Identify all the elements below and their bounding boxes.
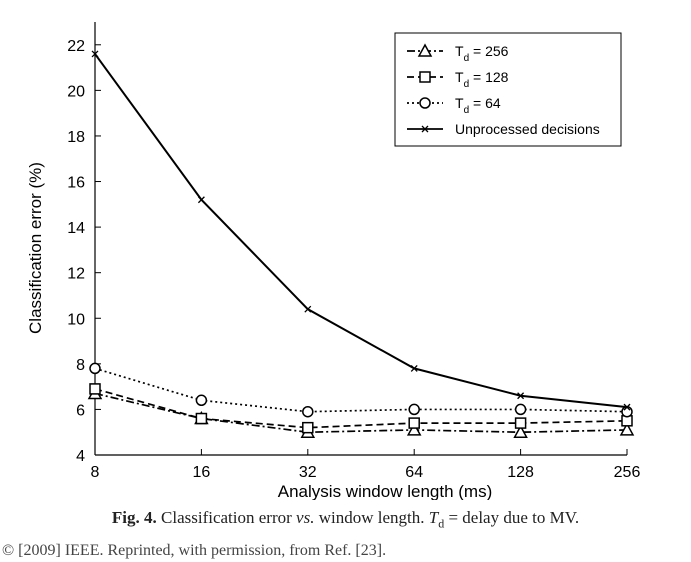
chart: 4 6 8 10 12 14 16 18 20 22 8 16 32 64 128 256 Analysis…: [26, 22, 641, 500]
data-point: [197, 196, 205, 204]
caption-t-sub: d: [438, 516, 445, 531]
series-x: [91, 50, 631, 411]
data-point: [513, 424, 528, 438]
x-tick-label: 64: [405, 464, 423, 481]
legend-box: [394, 32, 622, 147]
data-point: [514, 417, 527, 429]
x-axis: 8 16 32 64 128 256: [91, 449, 641, 481]
data-point: [621, 405, 633, 418]
x-tick-label: 32: [299, 464, 317, 481]
figure-caption: Fig. 4. Classification error vs. window …: [0, 508, 691, 531]
y-tick-label: 14: [67, 220, 85, 237]
legend-marker: [419, 97, 431, 109]
legend-label-sub: d: [464, 53, 470, 64]
data-point: [304, 305, 312, 313]
data-point: [619, 422, 635, 436]
legend-label: Unprocessed decisions: [455, 121, 600, 137]
caption-t: T: [428, 508, 439, 527]
data-point: [91, 50, 99, 58]
legend-label-main: T: [455, 95, 464, 111]
x-tick-label: 256: [614, 464, 641, 481]
legend-label-sub: d: [464, 79, 470, 90]
data-point: [406, 422, 422, 436]
series-triangle: [87, 385, 635, 438]
y-tick-label: 20: [67, 83, 85, 100]
data-point: [89, 362, 101, 375]
copyright-credit: © [2009] IEEE. Reprinted, with permissio…: [2, 530, 691, 562]
caption-text-2: window length.: [314, 508, 429, 527]
legend-label-main: Unprocessed decisions: [455, 121, 600, 137]
x-tick-label: 128: [507, 464, 534, 481]
legend-label: Td = 256: [455, 43, 509, 64]
caption-vs: vs.: [296, 508, 315, 527]
data-point: [408, 417, 420, 429]
legend-label-main: T: [455, 43, 464, 59]
plot-frame: [94, 22, 627, 456]
legend-label: Td = 128: [455, 69, 509, 90]
legend-label-rest: = 256: [469, 43, 509, 59]
legend-marker: [417, 43, 433, 57]
y-axis: 4 6 8 10 12 14 16 18 20 22: [67, 38, 101, 465]
series-line: [94, 53, 628, 409]
data-point: [195, 412, 208, 425]
x-axis-title: Analysis window length (ms): [278, 482, 492, 500]
legend-label-main: T: [455, 69, 464, 85]
data-point: [302, 405, 314, 418]
legend-label-sub: d: [464, 105, 470, 116]
legend-label: Td = 64: [455, 95, 501, 116]
y-tick-label: 22: [67, 38, 85, 55]
legend-label-rest: = 64: [469, 95, 501, 111]
x-tick-label: 16: [193, 464, 211, 481]
y-tick-label: 6: [76, 402, 85, 419]
y-axis-title: Classification error (%): [26, 162, 45, 334]
caption-text-3: = delay due to MV.: [444, 508, 580, 527]
data-point: [410, 364, 418, 372]
data-point: [517, 392, 525, 400]
y-tick-label: 8: [76, 357, 85, 374]
data-point: [514, 403, 527, 416]
data-point: [408, 403, 420, 416]
y-tick-label: 16: [67, 175, 85, 192]
data-point: [302, 421, 314, 434]
y-tick-label: 4: [76, 448, 85, 465]
legend-marker: [419, 71, 431, 83]
y-tick-label: 10: [67, 311, 85, 328]
x-tick-label: 8: [91, 464, 100, 481]
series-line: [94, 367, 628, 413]
series-layer: [87, 50, 635, 438]
series-line: [94, 388, 628, 429]
y-tick-label: 18: [67, 129, 85, 146]
caption-figure-label: Fig. 4.: [111, 508, 157, 527]
series-circle: [89, 362, 633, 418]
legend-label-rest: = 128: [469, 69, 509, 85]
caption-text-1: Classification error: [161, 508, 297, 527]
y-tick-label: 12: [67, 266, 85, 283]
copyright-text: © [2009] IEEE. Reprinted, with permissio…: [2, 542, 387, 559]
data-point: [195, 394, 208, 407]
legend-marker: [421, 125, 429, 133]
data-point: [89, 383, 101, 395]
data-point: [623, 403, 631, 411]
series-square: [89, 383, 633, 434]
